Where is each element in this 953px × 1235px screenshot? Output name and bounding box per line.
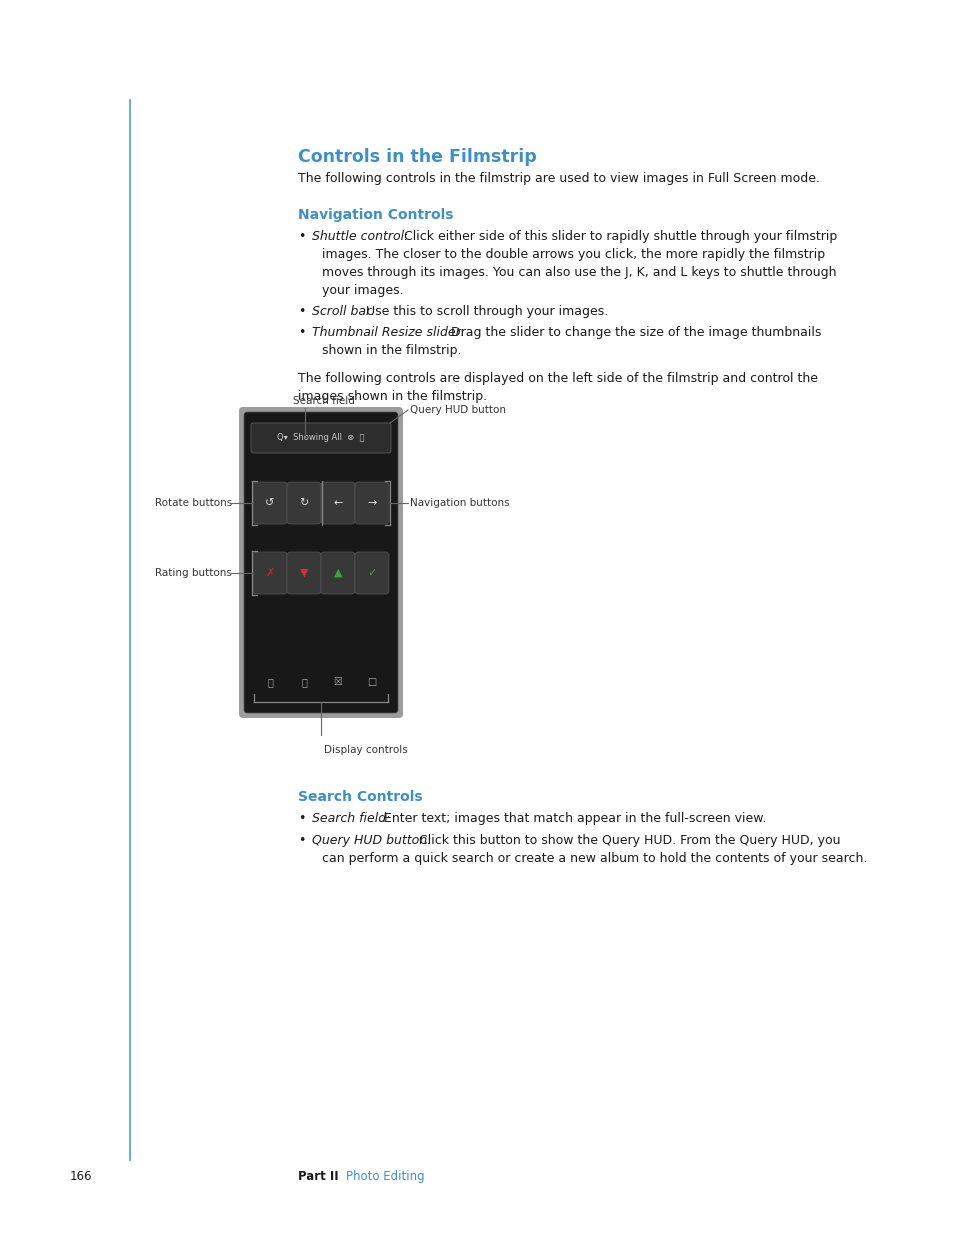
FancyBboxPatch shape	[287, 552, 320, 594]
Text: Search field:: Search field:	[312, 811, 390, 825]
Text: ▼: ▼	[299, 568, 308, 578]
Text: Navigation buttons: Navigation buttons	[410, 498, 509, 508]
FancyBboxPatch shape	[253, 552, 287, 594]
Text: Part II: Part II	[297, 1170, 338, 1183]
Text: Click this button to show the Query HUD. From the Query HUD, you: Click this button to show the Query HUD.…	[415, 834, 840, 847]
Text: Controls in the Filmstrip: Controls in the Filmstrip	[297, 148, 537, 165]
FancyBboxPatch shape	[251, 424, 391, 453]
Text: Drag the slider to change the size of the image thumbnails: Drag the slider to change the size of th…	[447, 326, 821, 338]
FancyBboxPatch shape	[239, 408, 402, 718]
Text: Query HUD button:: Query HUD button:	[312, 834, 431, 847]
FancyBboxPatch shape	[287, 482, 320, 524]
Text: ▲: ▲	[334, 568, 342, 578]
Text: ⎗: ⎗	[267, 677, 273, 687]
FancyBboxPatch shape	[244, 412, 397, 713]
FancyBboxPatch shape	[355, 482, 389, 524]
Text: •: •	[297, 230, 305, 243]
Text: ☒: ☒	[334, 677, 342, 687]
Text: Search Controls: Search Controls	[297, 790, 422, 804]
Text: Display controls: Display controls	[324, 745, 407, 755]
Text: The following controls are displayed on the left side of the filmstrip and contr: The following controls are displayed on …	[297, 372, 817, 385]
Text: Shuttle control:: Shuttle control:	[312, 230, 408, 243]
Text: Use this to scroll through your images.: Use this to scroll through your images.	[361, 305, 608, 317]
Text: Click either side of this slider to rapidly shuttle through your filmstrip: Click either side of this slider to rapi…	[399, 230, 837, 243]
Text: Enter text; images that match appear in the full-screen view.: Enter text; images that match appear in …	[379, 811, 765, 825]
Text: Rotate buttons: Rotate buttons	[154, 498, 232, 508]
Text: ✗: ✗	[265, 568, 274, 578]
Text: The following controls in the filmstrip are used to view images in Full Screen m: The following controls in the filmstrip …	[297, 172, 820, 185]
Text: ←: ←	[333, 498, 342, 508]
Text: □: □	[367, 677, 376, 687]
Text: Thumbnail Resize slider:: Thumbnail Resize slider:	[312, 326, 464, 338]
Text: 166: 166	[70, 1170, 92, 1183]
Text: Rating buttons: Rating buttons	[154, 568, 232, 578]
Text: Query HUD button: Query HUD button	[410, 405, 505, 415]
Text: ↺: ↺	[265, 498, 274, 508]
FancyBboxPatch shape	[355, 552, 389, 594]
Text: ↻: ↻	[299, 498, 309, 508]
Text: shown in the filmstrip.: shown in the filmstrip.	[322, 345, 461, 357]
Text: •: •	[297, 305, 305, 317]
Text: Photo Editing: Photo Editing	[346, 1170, 424, 1183]
Text: your images.: your images.	[322, 284, 403, 296]
FancyBboxPatch shape	[320, 552, 355, 594]
Text: →: →	[367, 498, 376, 508]
Text: Navigation Controls: Navigation Controls	[297, 207, 453, 222]
Text: Scroll bar:: Scroll bar:	[312, 305, 375, 317]
Text: ✓: ✓	[367, 568, 376, 578]
Text: Q▾  Showing All  ⊗  ⎙: Q▾ Showing All ⊗ ⎙	[277, 433, 364, 442]
Text: images shown in the filmstrip.: images shown in the filmstrip.	[297, 390, 487, 403]
Text: ⎘: ⎘	[301, 677, 307, 687]
Text: images. The closer to the double arrows you click, the more rapidly the filmstri: images. The closer to the double arrows …	[322, 248, 824, 261]
Text: •: •	[297, 834, 305, 847]
Text: can perform a quick search or create a new album to hold the contents of your se: can perform a quick search or create a n…	[322, 852, 866, 864]
FancyBboxPatch shape	[253, 482, 287, 524]
Text: Search field: Search field	[293, 396, 355, 406]
FancyBboxPatch shape	[320, 482, 355, 524]
Text: moves through its images. You can also use the J, K, and L keys to shuttle throu: moves through its images. You can also u…	[322, 266, 836, 279]
Text: •: •	[297, 326, 305, 338]
Text: •: •	[297, 811, 305, 825]
